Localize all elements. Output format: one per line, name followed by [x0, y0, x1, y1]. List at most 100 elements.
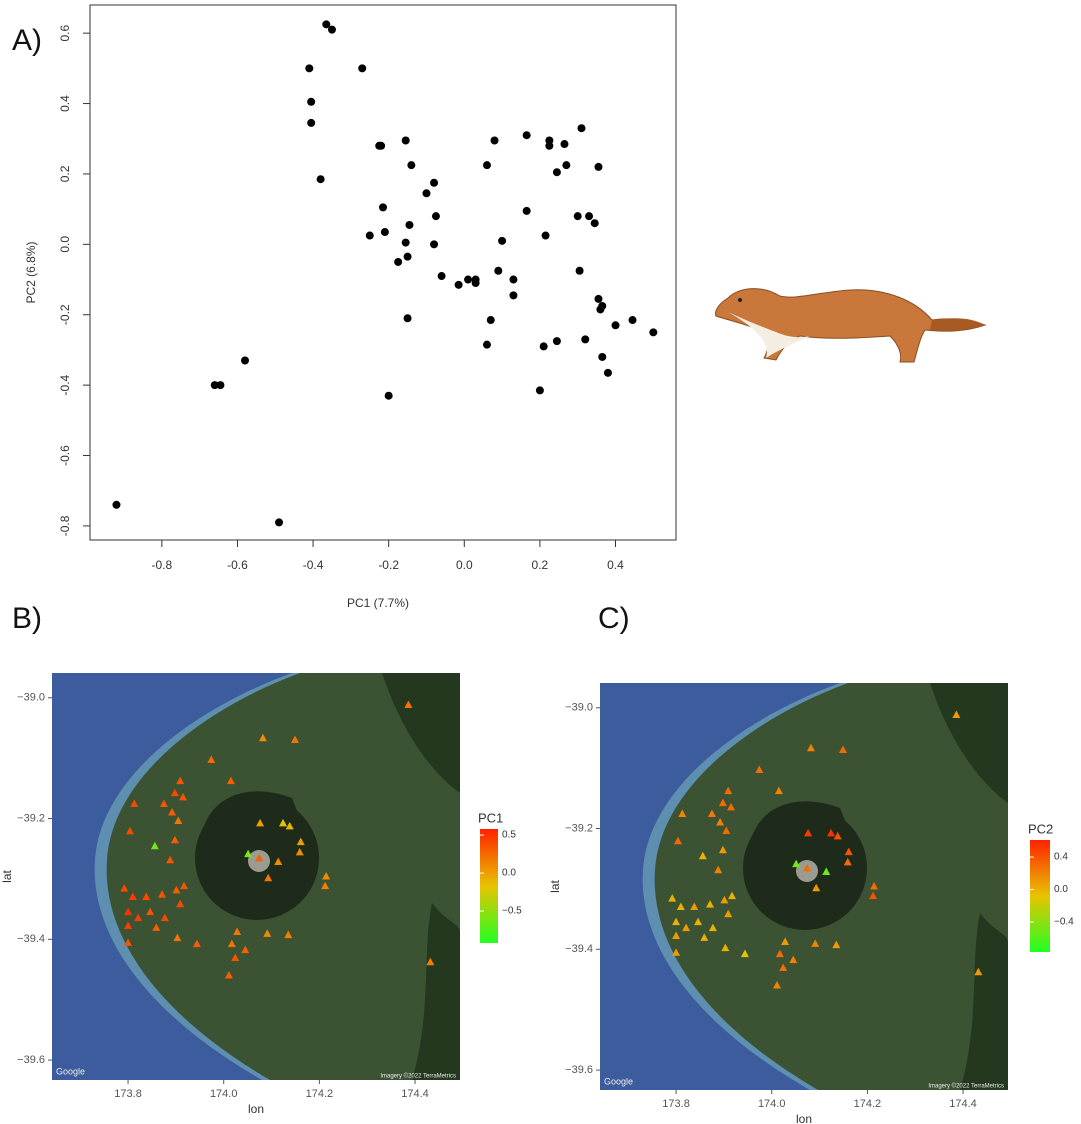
- site-marker: [192, 939, 201, 948]
- x-tick-label: -0.8: [151, 558, 172, 572]
- site-marker: [321, 881, 330, 890]
- colorbar: [480, 829, 498, 943]
- point: [535, 386, 544, 395]
- point: [562, 161, 571, 170]
- volcano-ridge: [202, 791, 302, 833]
- x-tick-label: 173.8: [662, 1098, 690, 1110]
- point: [594, 294, 603, 303]
- site-marker: [124, 921, 133, 930]
- y-tick-label: −39.2: [17, 812, 45, 824]
- x-tick-label: -0.4: [303, 558, 324, 572]
- point: [380, 228, 389, 237]
- panel-label: A): [12, 24, 42, 57]
- site-marker: [673, 836, 682, 845]
- point: [471, 279, 480, 288]
- site-marker: [284, 930, 293, 939]
- point: [522, 206, 531, 215]
- y-axis-label: lat: [0, 870, 14, 883]
- y-tick-label: −39.4: [565, 943, 593, 955]
- site-marker: [722, 826, 731, 834]
- site-marker: [180, 881, 189, 890]
- site-marker: [779, 963, 788, 972]
- site-marker: [226, 776, 235, 785]
- site-marker: [708, 923, 717, 932]
- site-marker: [838, 745, 847, 754]
- site-marker: [720, 895, 729, 904]
- site-marker: [700, 933, 709, 941]
- site-marker: [142, 892, 151, 901]
- point: [358, 64, 367, 73]
- site-marker: [146, 907, 155, 916]
- y-tick-label: −39.2: [565, 822, 593, 834]
- point: [628, 316, 637, 325]
- colorbar-tick-label: −0.4: [1054, 917, 1074, 928]
- point: [577, 124, 586, 133]
- colorbar-tick-label: 0.0: [1054, 884, 1068, 895]
- point: [365, 231, 374, 240]
- point: [275, 518, 284, 527]
- site-marker: [698, 851, 707, 860]
- site-marker: [728, 891, 737, 900]
- point: [590, 219, 599, 228]
- site-marker: [168, 807, 177, 816]
- x-tick-label: 173.8: [114, 1088, 142, 1100]
- site-marker: [128, 892, 137, 901]
- point: [585, 212, 594, 221]
- point: [437, 272, 446, 281]
- point: [322, 20, 331, 29]
- y-tick-label: 0.4: [58, 95, 72, 112]
- point: [454, 280, 463, 289]
- x-tick-label: 174.4: [949, 1098, 977, 1110]
- point: [401, 238, 410, 247]
- point: [241, 356, 250, 365]
- point: [560, 140, 569, 149]
- site-marker: [159, 799, 168, 808]
- forest: [930, 683, 1008, 1090]
- point: [611, 321, 620, 330]
- point: [581, 335, 590, 344]
- site-marker: [241, 945, 250, 954]
- point: [482, 161, 491, 170]
- point: [210, 381, 219, 390]
- attribution: Google: [604, 1076, 633, 1086]
- point: [649, 328, 658, 337]
- site-marker: [174, 816, 183, 824]
- point: [403, 252, 412, 261]
- site-marker: [870, 882, 879, 890]
- colorbar-tick-label: 0.5: [502, 830, 516, 841]
- stoat-illustration: [715, 288, 987, 363]
- site-marker: [974, 967, 983, 976]
- x-tick-label: 0.0: [456, 558, 473, 572]
- site-marker: [172, 885, 181, 894]
- site-marker: [258, 733, 267, 742]
- site-marker: [295, 847, 304, 856]
- x-tick-label: 174.2: [854, 1098, 882, 1110]
- site-marker: [716, 817, 725, 826]
- site-marker: [170, 835, 179, 844]
- site-marker: [755, 765, 764, 773]
- x-tick-label: 174.0: [210, 1088, 238, 1100]
- site-marker: [134, 913, 143, 922]
- x-tick-label: 174.4: [401, 1088, 429, 1100]
- point: [545, 136, 554, 145]
- site-marker: [130, 799, 139, 808]
- site-marker: [781, 937, 790, 946]
- panel-label: B): [12, 602, 42, 635]
- x-tick-label: 0.4: [607, 558, 624, 572]
- point: [403, 314, 412, 323]
- site-marker: [166, 855, 175, 864]
- point: [305, 64, 314, 73]
- point: [384, 391, 393, 400]
- point: [401, 136, 410, 145]
- site-marker: [290, 735, 299, 744]
- y-axis-label: PC2 (6.8%): [24, 241, 38, 303]
- site-marker: [804, 828, 813, 837]
- site-marker: [264, 873, 273, 882]
- point: [430, 178, 439, 187]
- point: [307, 97, 316, 106]
- site-marker: [668, 894, 677, 902]
- site-marker: [803, 863, 812, 872]
- site-marker: [822, 867, 831, 876]
- point: [430, 240, 439, 249]
